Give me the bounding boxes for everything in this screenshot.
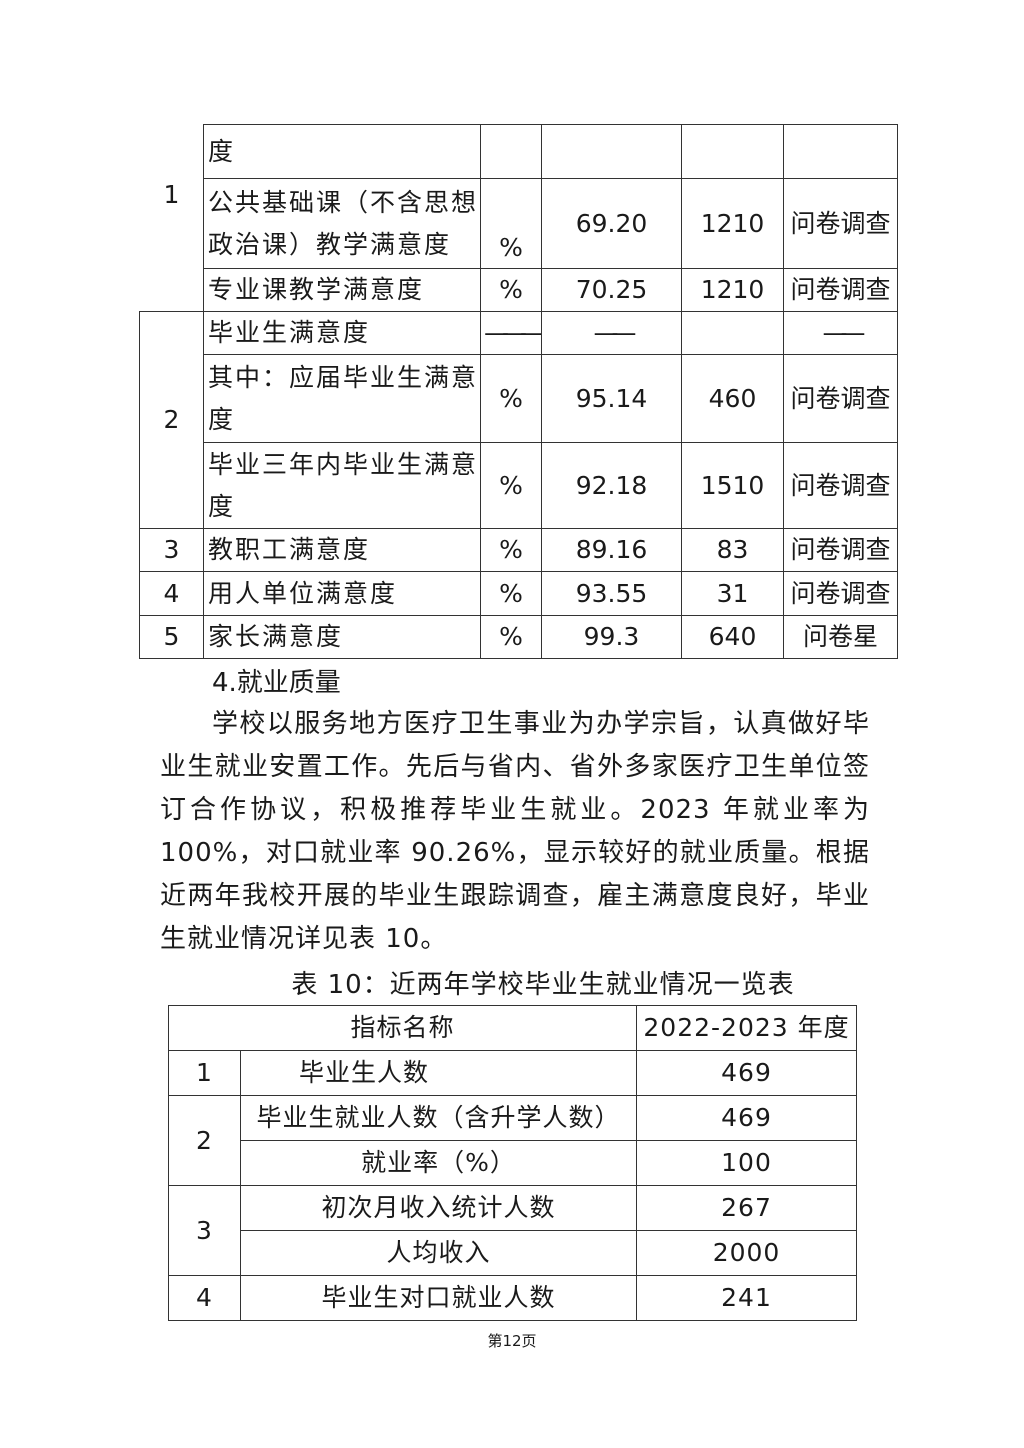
unit-cell: % [480,354,542,443]
indicator-name: 毕业三年内毕业生满意度 [203,442,481,529]
indicator-name: 毕业生就业人数（含升学人数） [239,1095,638,1141]
value-cell: 92.18 [541,442,682,529]
indicator-name: 初次月收入统计人数 [239,1185,638,1231]
unit-cell: % [480,442,542,529]
method-cell: 问卷调查 [783,178,898,269]
table-row: 4 毕业生对口就业人数 241 [168,1275,858,1321]
table-row: 毕业三年内毕业生满意度 % 92.18 1510 问卷调查 [140,442,898,529]
table-row: 公共基础课（不含思想政治课）教学满意度 % 69.20 1210 问卷调查 [140,178,898,269]
row-number: 3 [168,1185,241,1276]
row-number: 3 [139,528,204,572]
value-cell: 93.55 [541,571,682,616]
table-row: 2 毕业生就业人数（含升学人数） 469 [168,1095,858,1186]
section-heading: 4.就业质量 [212,668,341,698]
method-cell: 问卷调查 [783,354,898,443]
indicator-name: 毕业生满意度 [203,311,481,355]
table-row: 5 家长满意度 % 99.3 640 问卷星 [139,615,898,659]
indicator-name: 公共基础课（不含思想政治课）教学满意度 [203,178,481,269]
value-cell: —— [541,311,682,355]
method-cell: —— [783,311,898,355]
value-cell: 70.25 [541,268,682,312]
count-cell: 460 [681,354,784,443]
value-cell: 89.16 [541,528,682,572]
count-cell: 1210 [681,178,784,269]
unit-cell: % [480,615,542,659]
indicator-name: 就业率（%） [239,1140,638,1186]
table-row: 3 初次月收入统计人数 267 [168,1185,858,1276]
method-cell: 问卷调查 [783,528,898,572]
table-row: 专业课教学满意度 % 70.25 1210 问卷调查 [140,268,898,312]
value-cell: 99.3 [541,615,682,659]
indicator-value: 267 [636,1185,858,1231]
indicator-name: 教职工满意度 [203,528,481,572]
indicator-value: 2000 [636,1230,858,1276]
table-header-row: 指标名称 2022-2023 年度 [167,1005,858,1051]
header-year: 2022-2023 年度 [636,1005,858,1051]
value-cell: 69.20 [541,178,682,269]
table-row: 1 度 [139,124,898,312]
row-number: 4 [168,1275,241,1321]
indicator-value: 241 [636,1275,858,1321]
section-paragraph: 学校以服务地方医疗卫生事业为办学宗旨，认真做好毕业生就业安置工作。先后与省内、省… [160,709,870,954]
unit-cell: % [480,571,542,616]
row-number: 2 [139,311,204,529]
indicator-value: 100 [636,1140,858,1186]
indicator-name: 度 [203,124,481,179]
indicator-name: 用人单位满意度 [203,571,481,616]
method-cell: 问卷调查 [783,268,898,312]
row-number: 4 [139,571,204,616]
unit-cell: % [480,178,542,269]
indicator-name: 人均收入 [239,1230,638,1276]
method-cell: 问卷星 [783,615,898,659]
indicator-name: 家长满意度 [203,615,481,659]
row-number: 1 [139,124,204,312]
table-row: 2 毕业生满意度 ——— —— —— [139,311,898,529]
method-cell [783,124,898,179]
header-indicator-name: 指标名称 [167,1005,638,1051]
unit-cell: % [480,268,542,312]
unit-cell: ——— [480,311,542,355]
indicator-value: 469 [636,1095,858,1141]
value-cell [541,124,682,179]
count-cell [681,311,784,355]
indicator-name: 毕业生对口就业人数 [239,1275,638,1321]
method-cell: 问卷调查 [783,571,898,616]
page-content: 1 度 公共基础课（不含思想政治课）教学满意度 % 69.20 1210 问卷调… [139,124,898,1351]
page-number: 第12页 [487,1332,537,1350]
unit-cell [480,124,542,179]
value-cell: 95.14 [541,354,682,443]
row-number: 1 [168,1050,241,1096]
indicator-name: 其中：应届毕业生满意度 [203,354,481,443]
row-number: 5 [139,615,204,659]
count-cell: 1210 [681,268,784,312]
row-number: 2 [168,1095,241,1186]
unit-cell: % [480,528,542,572]
count-cell: 31 [681,571,784,616]
count-cell: 640 [681,615,784,659]
indicator-name: 毕业生人数 [239,1050,638,1096]
indicator-value: 469 [636,1050,858,1096]
table-row: 人均收入 2000 [169,1230,858,1276]
table-row: 其中：应届毕业生满意度 % 95.14 460 问卷调查 [140,354,898,443]
employment-table: 指标名称 2022-2023 年度 1 毕业生人数 469 2 毕业生就业人数（… [167,1005,858,1321]
count-cell [681,124,784,179]
indicator-name: 专业课教学满意度 [203,268,481,312]
table-row: 4 用人单位满意度 % 93.55 31 问卷调查 [139,571,898,616]
table-caption: 表 10：近两年学校毕业生就业情况一览表 [291,970,795,1000]
method-cell: 问卷调查 [783,442,898,529]
table-row: 就业率（%） 100 [169,1140,858,1186]
count-cell: 83 [681,528,784,572]
table-row: 1 毕业生人数 469 [168,1050,858,1096]
satisfaction-table: 1 度 公共基础课（不含思想政治课）教学满意度 % 69.20 1210 问卷调… [139,124,898,659]
table-row: 3 教职工满意度 % 89.16 83 问卷调查 [139,528,898,572]
count-cell: 1510 [681,442,784,529]
